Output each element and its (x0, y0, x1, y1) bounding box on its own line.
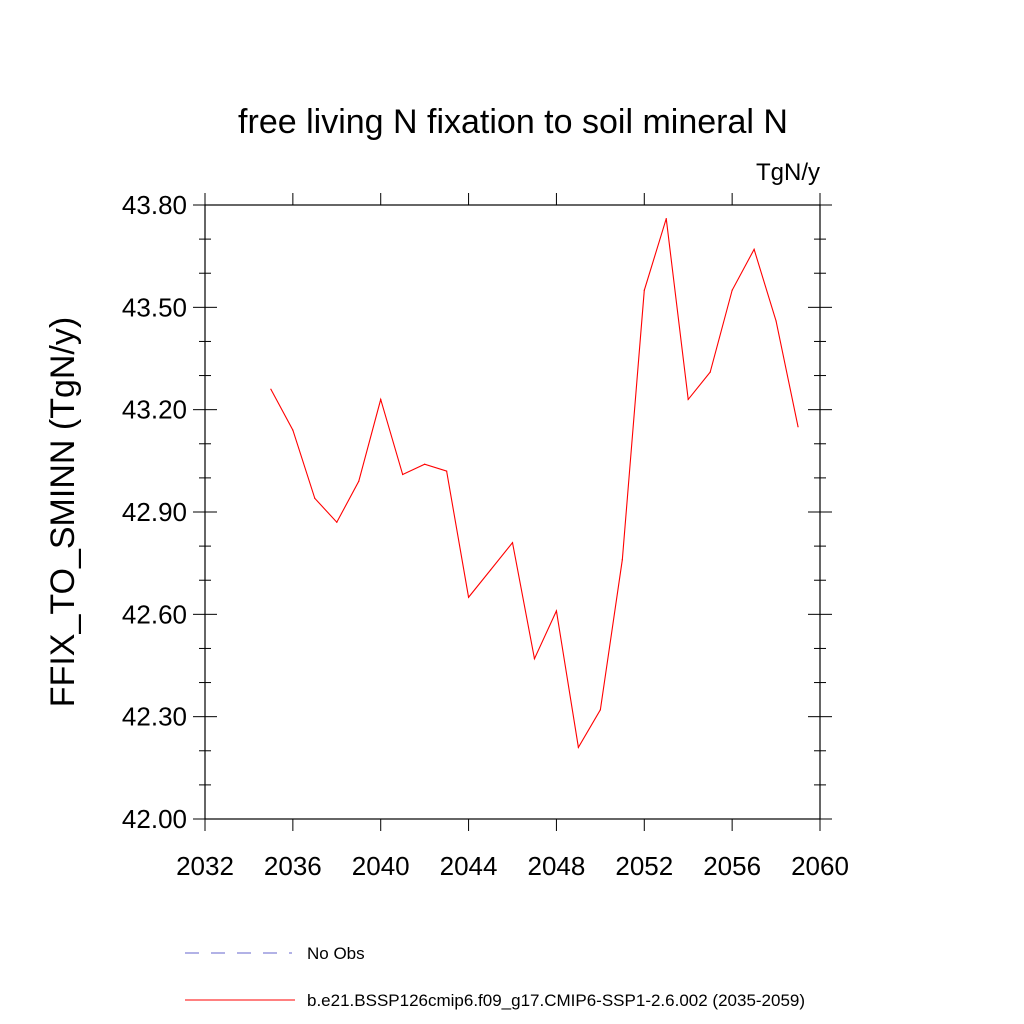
data-point (292, 429, 294, 431)
x-tick-label: 2060 (791, 851, 849, 881)
legend: No Obs b.e21.BSSP126cmip6.f09_g17.CMIP6-… (185, 944, 805, 1010)
data-point (533, 658, 536, 660)
x-tick-label: 2032 (176, 851, 234, 881)
x-tick-label: 2044 (440, 851, 498, 881)
y-tick-label: 43.20 (122, 395, 187, 425)
y-axis: 42.00 42.30 42.60 42.90 43.20 43.50 43.80 (122, 190, 832, 834)
data-point (731, 289, 733, 291)
y-axis-label: FFIX_TO_SMINN (TgN/y) (44, 317, 82, 707)
chart-title: free living N fixation to soil mineral N (238, 103, 788, 141)
y-tick-label: 43.80 (122, 190, 187, 220)
y-tick-label: 42.90 (122, 497, 187, 527)
data-point (555, 610, 558, 612)
series-line-0 (270, 218, 799, 749)
x-tick-label: 2040 (352, 851, 410, 881)
data-point (797, 426, 799, 428)
y-tick-label: 42.00 (122, 804, 187, 834)
data-point (709, 371, 711, 373)
data-point (665, 218, 667, 220)
data-point (489, 569, 492, 571)
data-point (687, 398, 689, 401)
plot-frame (204, 204, 821, 820)
data-point (577, 746, 579, 748)
x-tick-label: 2052 (615, 851, 673, 881)
x-tick-label: 2056 (703, 851, 761, 881)
data-point (314, 497, 316, 499)
data-point (336, 521, 338, 523)
data-point (270, 388, 272, 390)
data-point (402, 473, 404, 476)
data-point (511, 542, 514, 544)
data-point (643, 289, 645, 291)
legend-label-no-obs: No Obs (307, 944, 365, 963)
data-point (424, 463, 426, 465)
data-point (380, 398, 382, 401)
data-point (775, 320, 777, 322)
x-axis: 2032 2036 2040 2044 2048 2052 2056 2060 (176, 193, 849, 881)
y-tick-label: 42.30 (122, 702, 187, 732)
units-label: TgN/y (756, 159, 820, 186)
y-tick-label: 43.50 (122, 292, 187, 322)
data-point (446, 470, 448, 472)
data-point (467, 596, 470, 598)
x-tick-label: 2036 (264, 851, 322, 881)
data-point (753, 248, 755, 250)
data-point (621, 559, 623, 561)
x-tick-label: 2048 (528, 851, 586, 881)
y-tick-label: 42.60 (122, 599, 187, 629)
data-point (599, 709, 601, 711)
series-layer (270, 218, 799, 749)
data-point (358, 480, 360, 482)
legend-label-series: b.e21.BSSP126cmip6.f09_g17.CMIP6-SSP1-2.… (307, 991, 805, 1010)
